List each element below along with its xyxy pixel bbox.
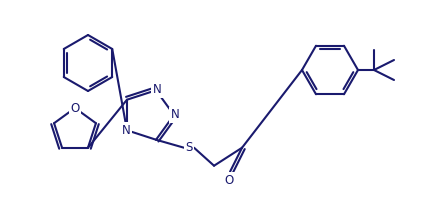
- Text: N: N: [122, 124, 130, 137]
- Text: O: O: [224, 174, 233, 187]
- Text: S: S: [185, 141, 193, 154]
- Text: O: O: [70, 102, 79, 114]
- Text: N: N: [171, 109, 179, 121]
- Text: N: N: [153, 83, 161, 96]
